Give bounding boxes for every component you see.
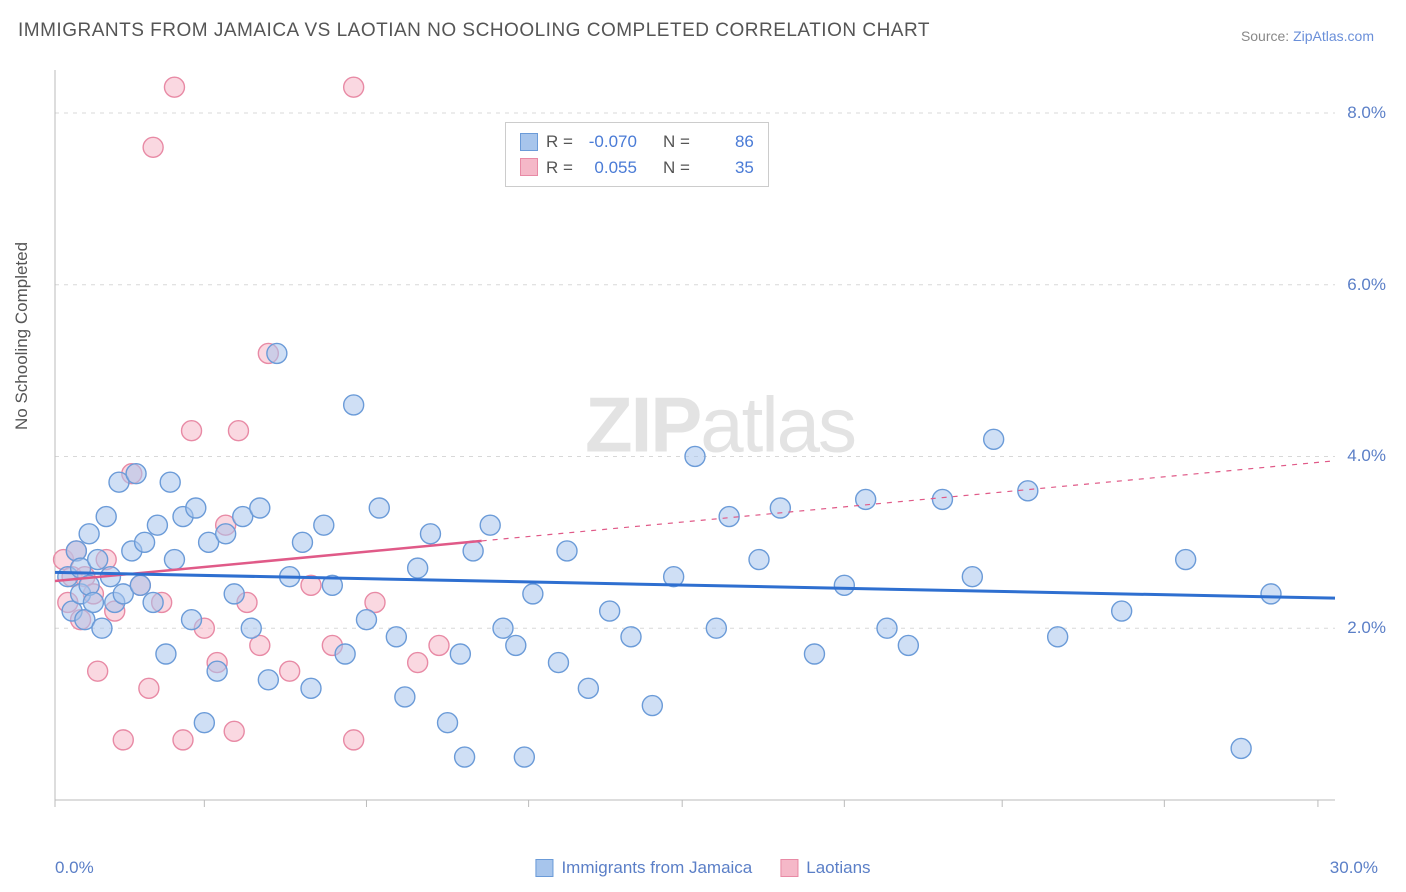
stats-row-laotians: R = 0.055 N = 35 <box>520 155 754 181</box>
y-axis-label: No Schooling Completed <box>12 242 32 430</box>
r-value-laotians: 0.055 <box>581 155 637 181</box>
x-axis-min-label: 0.0% <box>55 858 94 878</box>
source-link[interactable]: ZipAtlas.com <box>1293 28 1374 44</box>
correlation-stats-box: R = -0.070 N = 86 R = 0.055 N = 35 <box>505 122 769 187</box>
legend-swatch-jamaica <box>535 859 553 877</box>
legend-label-jamaica: Immigrants from Jamaica <box>561 858 752 878</box>
y-tick-label: 4.0% <box>1347 446 1386 466</box>
stats-row-jamaica: R = -0.070 N = 86 <box>520 129 754 155</box>
x-axis-max-label: 30.0% <box>1330 858 1378 878</box>
y-tick-label: 6.0% <box>1347 275 1386 295</box>
y-tick-label: 2.0% <box>1347 618 1386 638</box>
legend-label-laotians: Laotians <box>806 858 870 878</box>
legend-swatch-laotians <box>780 859 798 877</box>
n-label: N = <box>663 155 690 181</box>
chart-title: IMMIGRANTS FROM JAMAICA VS LAOTIAN NO SC… <box>18 20 930 42</box>
n-label: N = <box>663 129 690 155</box>
swatch-laotians <box>520 158 538 176</box>
bottom-legend: Immigrants from Jamaica Laotians <box>535 858 870 878</box>
swatch-jamaica <box>520 133 538 151</box>
n-value-laotians: 35 <box>698 155 754 181</box>
source-prefix: Source: <box>1241 28 1293 44</box>
r-value-jamaica: -0.070 <box>581 129 637 155</box>
legend-item-jamaica: Immigrants from Jamaica <box>535 858 752 878</box>
r-label: R = <box>546 155 573 181</box>
r-label: R = <box>546 129 573 155</box>
chart-plot-area: ZIPatlas R = -0.070 N = 86 R = 0.055 N =… <box>55 60 1385 820</box>
legend-item-laotians: Laotians <box>780 858 870 878</box>
source-attribution: Source: ZipAtlas.com <box>1241 28 1374 44</box>
y-tick-label: 8.0% <box>1347 103 1386 123</box>
n-value-jamaica: 86 <box>698 129 754 155</box>
